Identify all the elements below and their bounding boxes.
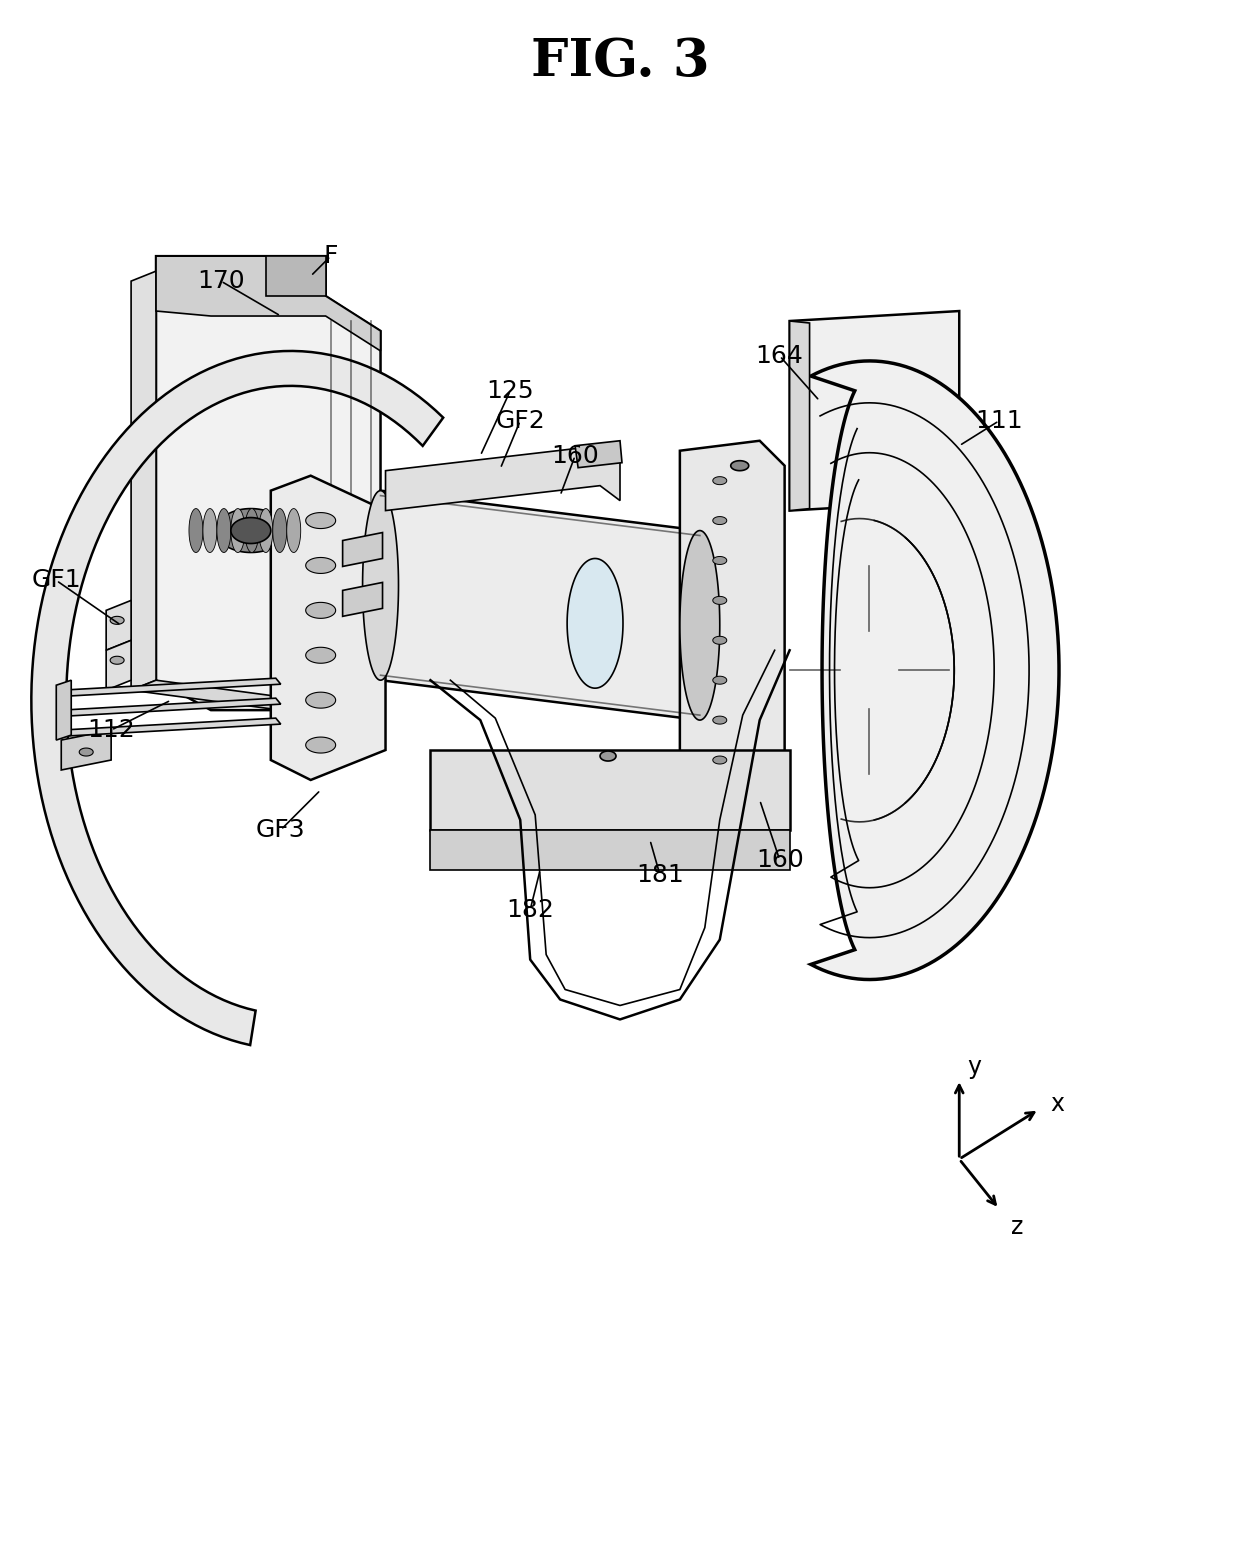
Polygon shape — [56, 680, 71, 740]
Polygon shape — [575, 441, 622, 467]
Polygon shape — [156, 256, 381, 710]
Polygon shape — [244, 509, 259, 553]
Polygon shape — [790, 321, 810, 510]
Polygon shape — [265, 256, 326, 296]
Polygon shape — [680, 441, 785, 791]
Text: GF2: GF2 — [495, 408, 546, 433]
Polygon shape — [381, 490, 699, 720]
Text: 164: 164 — [755, 344, 804, 368]
Polygon shape — [811, 361, 1059, 980]
Polygon shape — [110, 656, 124, 664]
Polygon shape — [567, 558, 622, 689]
Polygon shape — [79, 747, 93, 757]
Polygon shape — [306, 692, 336, 709]
Polygon shape — [600, 750, 616, 761]
Polygon shape — [306, 558, 336, 573]
Text: y: y — [967, 1056, 981, 1079]
Polygon shape — [188, 509, 203, 553]
Polygon shape — [259, 509, 273, 553]
Text: z: z — [1011, 1214, 1023, 1239]
Polygon shape — [231, 509, 244, 553]
Polygon shape — [107, 601, 131, 650]
Text: GF1: GF1 — [31, 569, 81, 592]
Polygon shape — [680, 530, 719, 720]
Polygon shape — [270, 476, 386, 780]
Polygon shape — [217, 509, 231, 553]
Polygon shape — [713, 676, 727, 684]
Polygon shape — [61, 698, 280, 717]
Polygon shape — [713, 516, 727, 524]
Polygon shape — [216, 509, 285, 553]
Polygon shape — [231, 518, 270, 544]
Polygon shape — [713, 636, 727, 644]
Polygon shape — [713, 556, 727, 564]
Polygon shape — [61, 718, 280, 737]
Polygon shape — [306, 603, 336, 618]
Polygon shape — [342, 533, 382, 567]
Polygon shape — [110, 616, 124, 624]
Text: F: F — [324, 243, 337, 268]
Text: 181: 181 — [636, 863, 683, 886]
Text: 160: 160 — [552, 444, 599, 468]
Polygon shape — [430, 831, 790, 869]
Polygon shape — [156, 256, 381, 351]
Polygon shape — [386, 445, 620, 510]
Text: 111: 111 — [976, 408, 1023, 433]
Polygon shape — [430, 750, 790, 831]
Text: GF3: GF3 — [255, 818, 305, 841]
Polygon shape — [362, 490, 398, 680]
Text: FIG. 3: FIG. 3 — [531, 35, 709, 88]
Polygon shape — [713, 596, 727, 604]
Polygon shape — [61, 678, 280, 697]
Polygon shape — [203, 509, 217, 553]
Text: 160: 160 — [755, 848, 804, 872]
Polygon shape — [273, 509, 286, 553]
Text: 125: 125 — [486, 379, 534, 402]
Polygon shape — [713, 476, 727, 484]
Polygon shape — [131, 271, 156, 690]
Text: 112: 112 — [87, 718, 135, 743]
Polygon shape — [342, 582, 382, 616]
Text: 182: 182 — [506, 898, 554, 922]
Text: x: x — [1050, 1093, 1064, 1116]
Polygon shape — [31, 351, 443, 1045]
Polygon shape — [131, 680, 381, 720]
Polygon shape — [286, 509, 301, 553]
Polygon shape — [61, 730, 112, 770]
Polygon shape — [713, 757, 727, 764]
Polygon shape — [713, 717, 727, 724]
Polygon shape — [306, 647, 336, 663]
Polygon shape — [306, 513, 336, 529]
Text: 170: 170 — [197, 270, 244, 293]
Polygon shape — [107, 641, 131, 690]
Polygon shape — [306, 737, 336, 754]
Polygon shape — [730, 461, 749, 470]
Polygon shape — [790, 311, 960, 510]
